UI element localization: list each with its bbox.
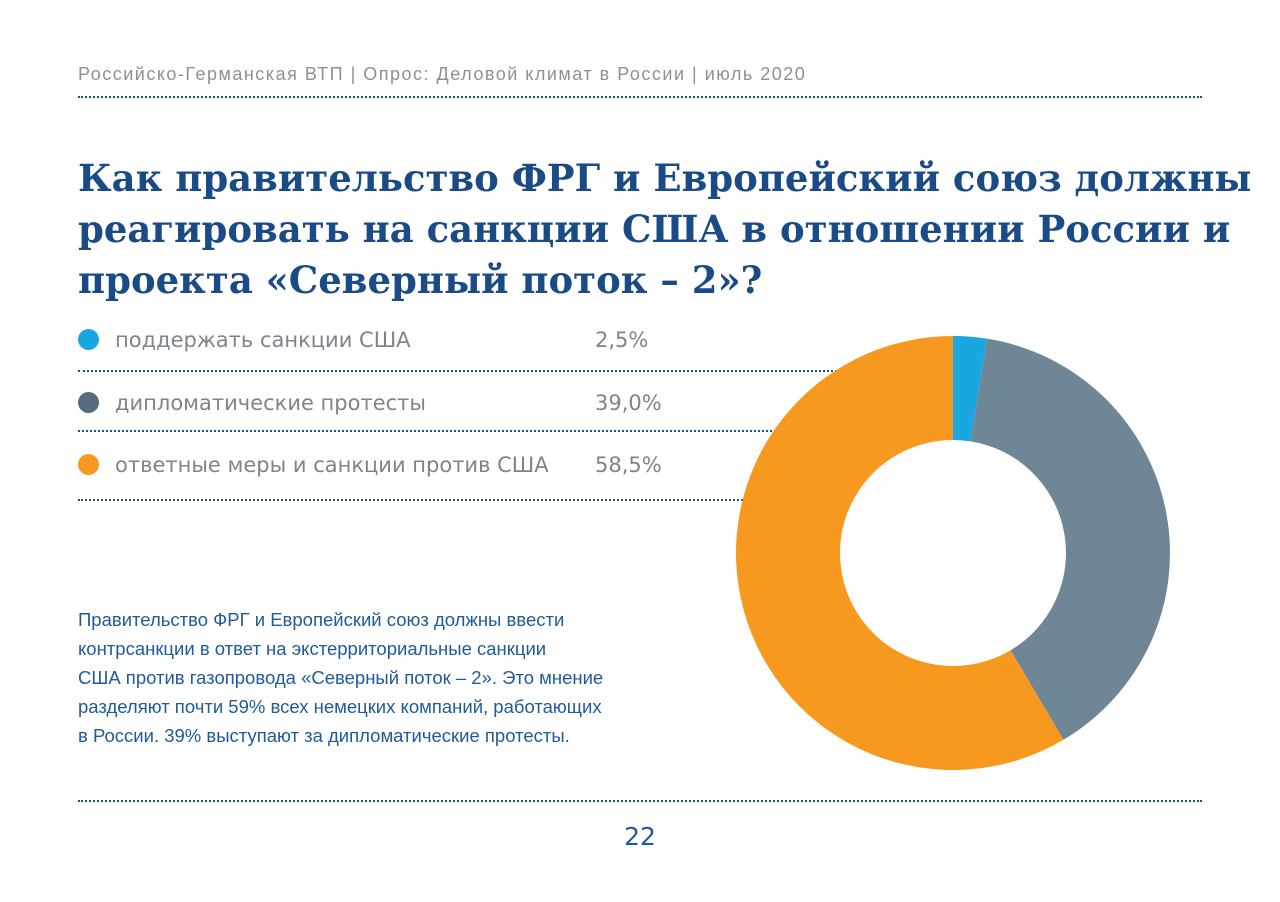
legend-swatch-orange: [78, 454, 99, 475]
donut-slice-support-sanctions: [953, 336, 987, 442]
title-line: реагировать на санкции США в отношении Р…: [78, 207, 1231, 251]
footer-divider: [78, 800, 1202, 802]
legend-label: поддержать санкции США: [115, 328, 411, 352]
legend-label: дипломатические протесты: [115, 391, 426, 415]
description-text: Правительство ФРГ и Европейский союз дол…: [78, 605, 678, 750]
description-line: в России. 39% выступают за дипломатическ…: [78, 725, 570, 746]
legend-swatch-light-blue: [78, 329, 99, 350]
legend-value: 39,0%: [595, 391, 662, 415]
legend-value: 2,5%: [595, 328, 649, 352]
legend-item-support-sanctions: поддержать санкции США 2,5%: [78, 325, 698, 355]
legend-divider: [78, 430, 1008, 432]
description-line: разделяют почти 59% всех немецких компан…: [78, 696, 602, 717]
legend-swatch-gray: [78, 392, 99, 413]
title-line: Как правительство ФРГ и Европейский союз…: [78, 156, 1252, 200]
donut-slice-diplomatic-protests: [970, 338, 1171, 740]
legend-value: 58,5%: [595, 453, 662, 477]
page-number: 22: [624, 822, 656, 851]
legend-item-diplomatic-protests: дипломатические протесты 39,0%: [78, 388, 698, 418]
description-line: США против газопровода «Северный поток –…: [78, 667, 604, 688]
description-line: Правительство ФРГ и Европейский союз дол…: [78, 609, 565, 630]
donut-slice-countermeasures: [736, 336, 1064, 770]
title-line: проекта «Северный поток – 2»?: [78, 258, 763, 302]
legend-item-countermeasures: ответные меры и санкции против США 58,5%: [78, 450, 698, 480]
legend-divider: [78, 370, 973, 372]
description-line: контрсанкции в ответ на экстерриториальн…: [78, 638, 547, 659]
page-title: Как правительство ФРГ и Европейский союз…: [78, 153, 1252, 306]
report-header: Российско-Германская ВТП | Опрос: Делово…: [78, 64, 807, 84]
header-divider: [78, 96, 1202, 98]
legend-label: ответные меры и санкции против США: [115, 453, 549, 477]
legend-divider: [78, 499, 758, 501]
